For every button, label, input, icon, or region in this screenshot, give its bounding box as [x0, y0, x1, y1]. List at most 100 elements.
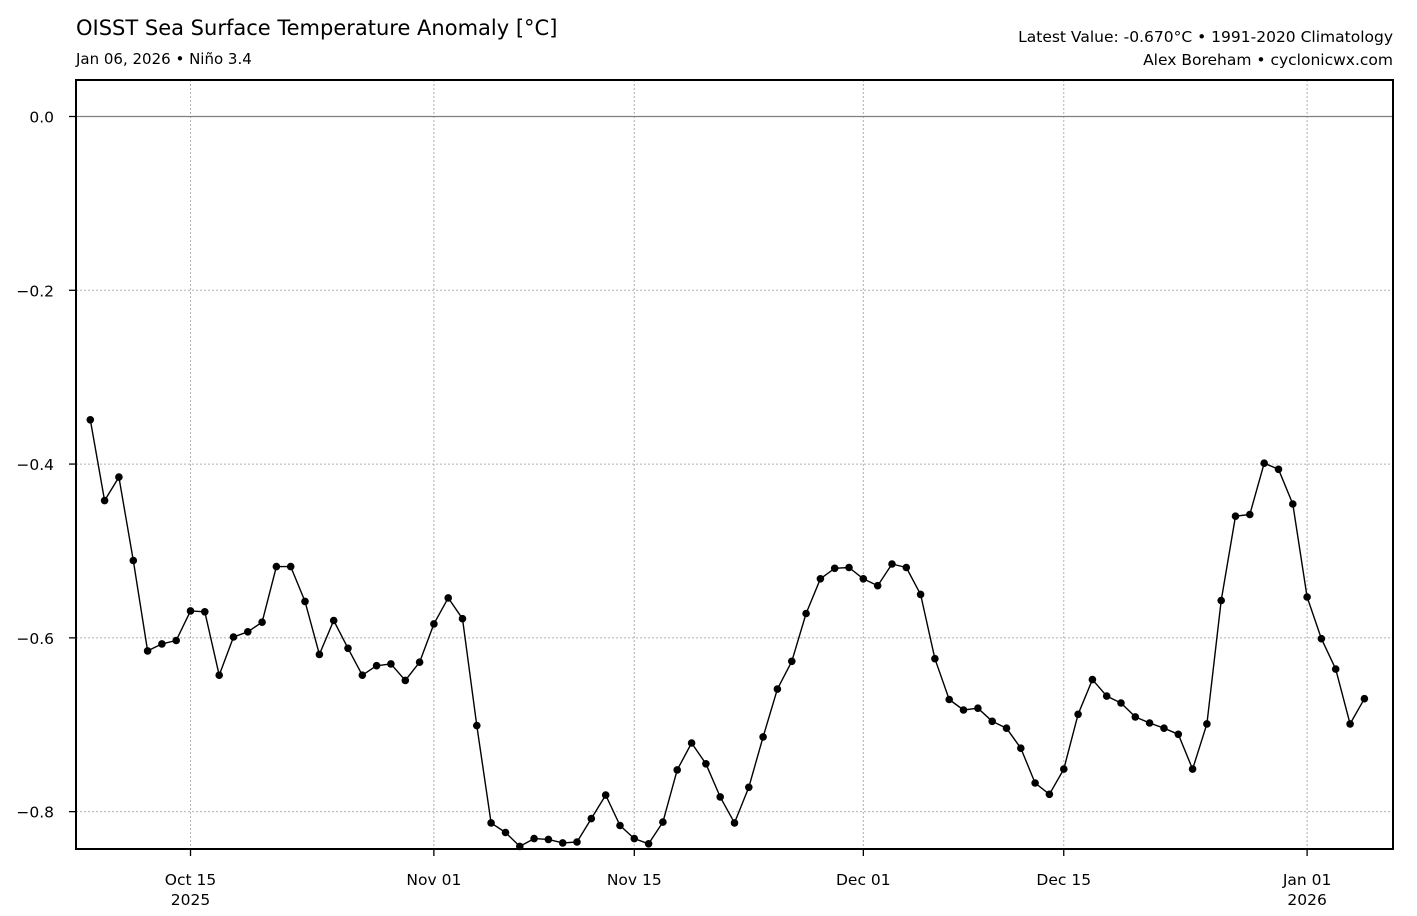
data-point — [1346, 720, 1354, 728]
data-point — [730, 819, 739, 827]
data-point — [945, 695, 953, 704]
data-point — [759, 733, 767, 741]
data-point — [859, 575, 868, 583]
data-point — [272, 562, 281, 571]
data-point — [630, 834, 639, 843]
y-tick-label: 0.0 — [29, 108, 54, 126]
data-point — [1074, 710, 1082, 719]
latest-value-text: Latest Value: -0.670°C • 1991-2020 Clima… — [1018, 28, 1393, 46]
data-point — [115, 473, 123, 481]
data-point — [931, 654, 939, 663]
data-point — [845, 563, 853, 572]
data-point — [444, 594, 453, 602]
x-tick-label: Dec 15 — [1036, 871, 1091, 889]
data-point — [573, 838, 581, 846]
data-point — [1145, 719, 1154, 727]
data-point — [1317, 634, 1326, 643]
data-point — [1002, 724, 1011, 732]
x-tick-label: Oct 15 — [165, 871, 216, 889]
data-point — [601, 791, 610, 799]
data-point — [286, 562, 295, 571]
data-point — [902, 563, 911, 572]
data-point — [143, 647, 152, 655]
data-point — [1217, 596, 1225, 605]
y-tick-label: −0.6 — [16, 630, 54, 648]
y-tick-label: −0.8 — [16, 804, 54, 822]
data-point — [673, 766, 681, 774]
credit-text: Alex Boreham • cyclonicwx.com — [1143, 51, 1393, 69]
data-point — [501, 828, 510, 837]
data-point — [1274, 465, 1283, 474]
x-tick-year-label: 2025 — [171, 891, 210, 909]
data-point — [616, 821, 624, 830]
data-point — [702, 760, 710, 768]
data-point — [415, 658, 424, 666]
data-point — [1246, 510, 1254, 519]
data-point — [716, 793, 724, 801]
data-point — [659, 818, 667, 826]
data-point — [644, 840, 653, 848]
data-point — [959, 706, 968, 714]
data-point — [830, 564, 839, 573]
data-point — [1303, 593, 1311, 601]
data-point — [458, 614, 467, 623]
axes: 0.0 −0.2 −0.4 −0.6 −0.8 Oct 15 2025 Nov 01 Nov 1… — [16, 108, 1331, 909]
data-point — [1289, 500, 1297, 508]
x-tick-label: Nov 15 — [607, 871, 662, 889]
data-point — [258, 618, 266, 626]
data-point — [372, 661, 381, 670]
data-point — [358, 671, 367, 679]
x-tick-year-label: 2026 — [1287, 891, 1326, 909]
data-point — [773, 685, 782, 693]
data-point — [329, 616, 338, 625]
data-point — [1031, 779, 1039, 787]
data-point — [873, 581, 882, 590]
data-point — [86, 416, 95, 424]
y-tick-label: −0.2 — [16, 282, 54, 300]
data-point — [1331, 665, 1340, 673]
data-point — [974, 704, 982, 712]
data-point — [244, 628, 252, 636]
data-point — [1160, 724, 1168, 732]
data-point — [587, 814, 596, 823]
data-point — [1102, 692, 1111, 700]
data-point — [1131, 713, 1140, 721]
x-tick-label: Dec 01 — [836, 871, 891, 889]
data-point — [1260, 459, 1268, 468]
x-tick-label: Jan 01 — [1282, 871, 1332, 889]
data-point — [558, 839, 567, 847]
data-point — [387, 660, 395, 668]
data-point — [172, 636, 180, 645]
data-point — [100, 496, 109, 505]
data-point — [301, 597, 309, 606]
data-point — [1060, 765, 1068, 773]
data-point — [201, 608, 209, 616]
data-point — [1045, 790, 1054, 799]
data-point — [816, 575, 825, 583]
data-point — [544, 835, 553, 844]
data-point — [430, 620, 438, 628]
data-point — [158, 640, 166, 648]
data-point — [788, 657, 796, 666]
data-point — [687, 739, 696, 747]
chart-subtitle: Jan 06, 2026 • Niño 3.4 — [76, 50, 252, 68]
data-point — [186, 607, 195, 615]
data-point — [802, 609, 810, 618]
data-point — [401, 676, 410, 685]
data-point — [1088, 675, 1097, 684]
chart-title: OISST Sea Surface Temperature Anomaly [°… — [76, 16, 558, 40]
x-tick-label: Nov 01 — [406, 871, 461, 889]
data-point — [916, 590, 925, 599]
data-point — [988, 717, 996, 726]
data-point — [1360, 694, 1369, 703]
data-point — [1188, 765, 1197, 773]
data-point — [215, 671, 223, 679]
data-point — [315, 650, 324, 659]
data-point — [129, 556, 138, 565]
data-point — [473, 721, 481, 730]
series-layer — [86, 416, 1369, 851]
data-point — [1231, 512, 1240, 520]
grid-lines — [76, 80, 1393, 849]
data-point — [745, 783, 753, 792]
